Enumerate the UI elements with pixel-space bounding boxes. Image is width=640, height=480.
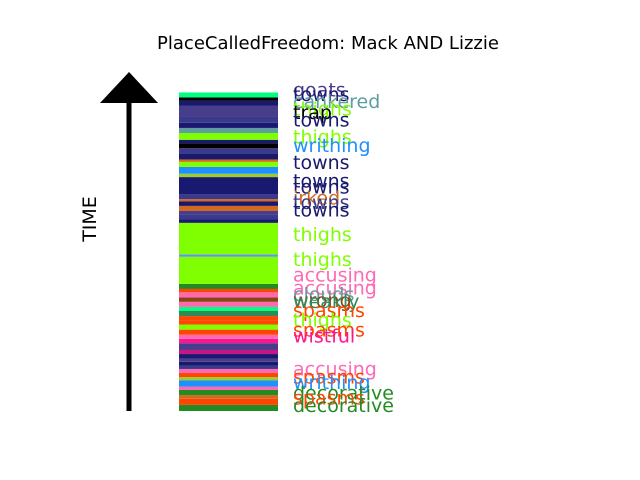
word-label: trap <box>293 102 332 124</box>
bar-segment <box>179 97 278 101</box>
bar-segment <box>179 292 278 298</box>
bar-segment <box>179 301 278 307</box>
word-label: towns <box>293 192 350 214</box>
bar-segment <box>179 389 278 396</box>
bar-segment <box>179 148 278 154</box>
word-label: thighs <box>293 126 352 148</box>
bar-segment <box>179 404 278 411</box>
bar-segment <box>179 159 278 162</box>
word-label: towns <box>293 177 350 199</box>
bar-segment <box>179 338 278 344</box>
bar-segment <box>179 329 278 335</box>
word-label: accusing <box>293 359 377 381</box>
bar-segment <box>179 122 278 128</box>
bar-segment <box>179 349 278 355</box>
word-label: thighs <box>293 98 352 120</box>
time-arrow <box>100 72 158 411</box>
word-label: weakly <box>293 291 359 313</box>
bar-segment <box>179 100 278 106</box>
bar-segment <box>179 143 278 149</box>
word-label: decorative <box>293 395 394 417</box>
bar-segment <box>179 334 278 339</box>
word-label: towns <box>293 152 350 174</box>
word-labels: goatstownscankeredthighstraptownsthighsw… <box>293 80 394 417</box>
bar-segment <box>179 380 278 387</box>
bar-segment <box>179 386 278 390</box>
bar-segment <box>179 133 278 140</box>
word-label: spasms <box>293 387 365 409</box>
bar-segment <box>179 395 278 399</box>
bar-segment <box>179 365 278 369</box>
bar-segment <box>179 343 278 350</box>
bar-segment <box>179 194 278 200</box>
bar-segment <box>179 373 278 378</box>
word-label: spasms <box>293 300 365 322</box>
word-label: thighs <box>293 309 352 331</box>
bar-segment <box>179 177 278 195</box>
bar-segment <box>179 222 278 255</box>
bar-segment <box>179 297 278 302</box>
word-label: thighs <box>293 224 352 246</box>
word-label: goats <box>293 80 346 102</box>
word-label: spasms <box>293 320 365 342</box>
bar-segment <box>179 256 278 284</box>
bar-segment <box>179 219 278 223</box>
bar-segment <box>179 398 278 405</box>
word-label: spasms <box>293 366 365 388</box>
bar-segment <box>179 288 278 293</box>
bar-segment <box>179 320 278 325</box>
word-label: towns <box>293 199 350 221</box>
time-arrow-head <box>100 72 158 103</box>
bar-segment <box>179 153 278 160</box>
word-label: wistful <box>293 326 355 348</box>
bar-segment <box>179 92 278 98</box>
word-label: towns <box>293 109 350 131</box>
word-label: irked <box>293 187 340 209</box>
bar-segment <box>179 88 278 93</box>
word-label: towns <box>293 84 350 106</box>
word-label: thighs <box>293 249 352 271</box>
bar-segment <box>179 205 278 211</box>
bar-segment <box>179 254 278 257</box>
bar-segment <box>179 116 278 123</box>
bar-segment <box>179 201 278 206</box>
word-label: clouds <box>293 284 354 306</box>
bar-segment <box>179 199 278 202</box>
bar-segment <box>179 283 278 289</box>
chart-title: PlaceCalledFreedom: Mack AND Lizzie <box>157 33 499 54</box>
bar-segment <box>179 306 278 311</box>
word-label: writhing <box>293 135 371 157</box>
word-label: writhing <box>293 372 371 394</box>
bar-segment <box>179 310 278 317</box>
word-label: decorative <box>293 382 394 404</box>
time-axis-label: TIME <box>79 196 101 243</box>
word-label: wrong <box>293 290 352 312</box>
word-label: towns <box>293 170 350 192</box>
bar-segment <box>179 368 278 374</box>
bar-segment <box>179 214 278 220</box>
timeline-bar <box>179 88 278 411</box>
bar-segment <box>179 361 278 366</box>
bar-segment <box>179 127 278 134</box>
bar-segment <box>179 377 278 381</box>
bar-segment <box>179 358 278 362</box>
word-label: accusing <box>293 277 377 299</box>
word-label: cankered <box>293 91 380 113</box>
bar-segment <box>179 166 278 174</box>
bar-segment <box>179 324 278 330</box>
bar-segment <box>179 173 278 178</box>
bar-segment <box>179 354 278 359</box>
bar-segment <box>179 210 278 215</box>
bar-segment <box>179 316 278 321</box>
bar-segment <box>179 105 278 117</box>
bar-segment <box>179 139 278 144</box>
word-label: accusing <box>293 265 377 287</box>
bar-segment <box>179 161 278 167</box>
